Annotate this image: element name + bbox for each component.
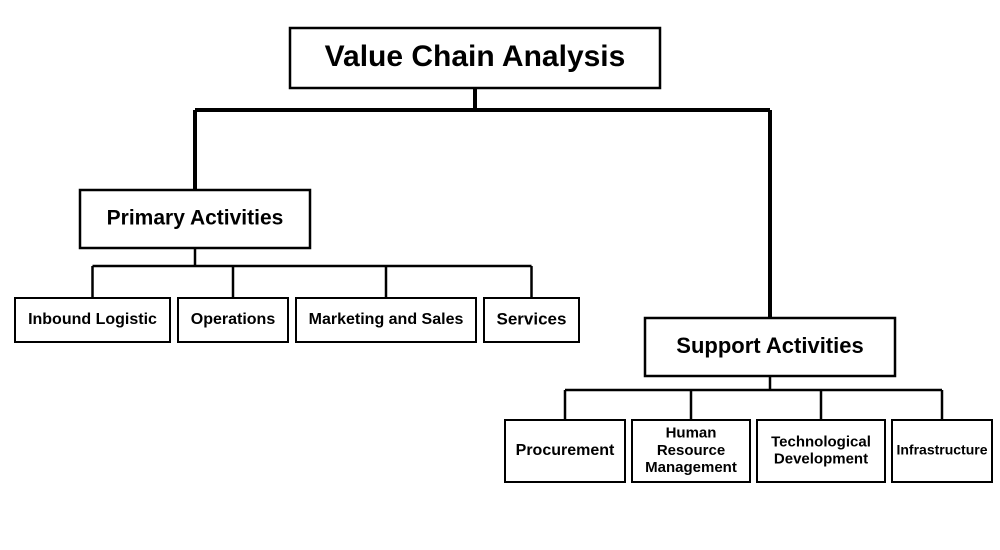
node-support: Support Activities bbox=[645, 318, 895, 376]
node-p2-label: Operations bbox=[191, 311, 276, 328]
node-s3-label: Development bbox=[774, 451, 868, 468]
node-s1: Procurement bbox=[505, 420, 625, 482]
node-primary-label: Primary Activities bbox=[107, 207, 284, 230]
node-s3-label: Technological bbox=[771, 433, 871, 450]
node-p1: Inbound Logistic bbox=[15, 298, 170, 342]
node-p4: Services bbox=[484, 298, 579, 342]
node-s2-label: Management bbox=[645, 459, 737, 476]
value-chain-diagram: Value Chain Analysis Primary Activities Su… bbox=[0, 0, 1000, 550]
node-p3-label: Marketing and Sales bbox=[309, 311, 464, 328]
node-s4: Infrastructure bbox=[892, 420, 992, 482]
node-primary: Primary Activities bbox=[80, 190, 310, 248]
node-s2-label: Human bbox=[666, 425, 717, 442]
node-p4-label: Services bbox=[497, 309, 567, 328]
node-p1-label: Inbound Logistic bbox=[28, 311, 157, 328]
node-root-label: Value Chain Analysis bbox=[325, 40, 626, 73]
node-support-label: Support Activities bbox=[676, 333, 863, 358]
node-s2-label: Resource bbox=[657, 442, 725, 459]
node-s1-label: Procurement bbox=[516, 442, 615, 459]
node-s4-label: Infrastructure bbox=[896, 442, 987, 458]
node-s2: HumanResourceManagement bbox=[632, 420, 750, 482]
node-s3: TechnologicalDevelopment bbox=[757, 420, 885, 482]
node-root: Value Chain Analysis bbox=[290, 28, 660, 88]
node-p3: Marketing and Sales bbox=[296, 298, 476, 342]
node-p2: Operations bbox=[178, 298, 288, 342]
